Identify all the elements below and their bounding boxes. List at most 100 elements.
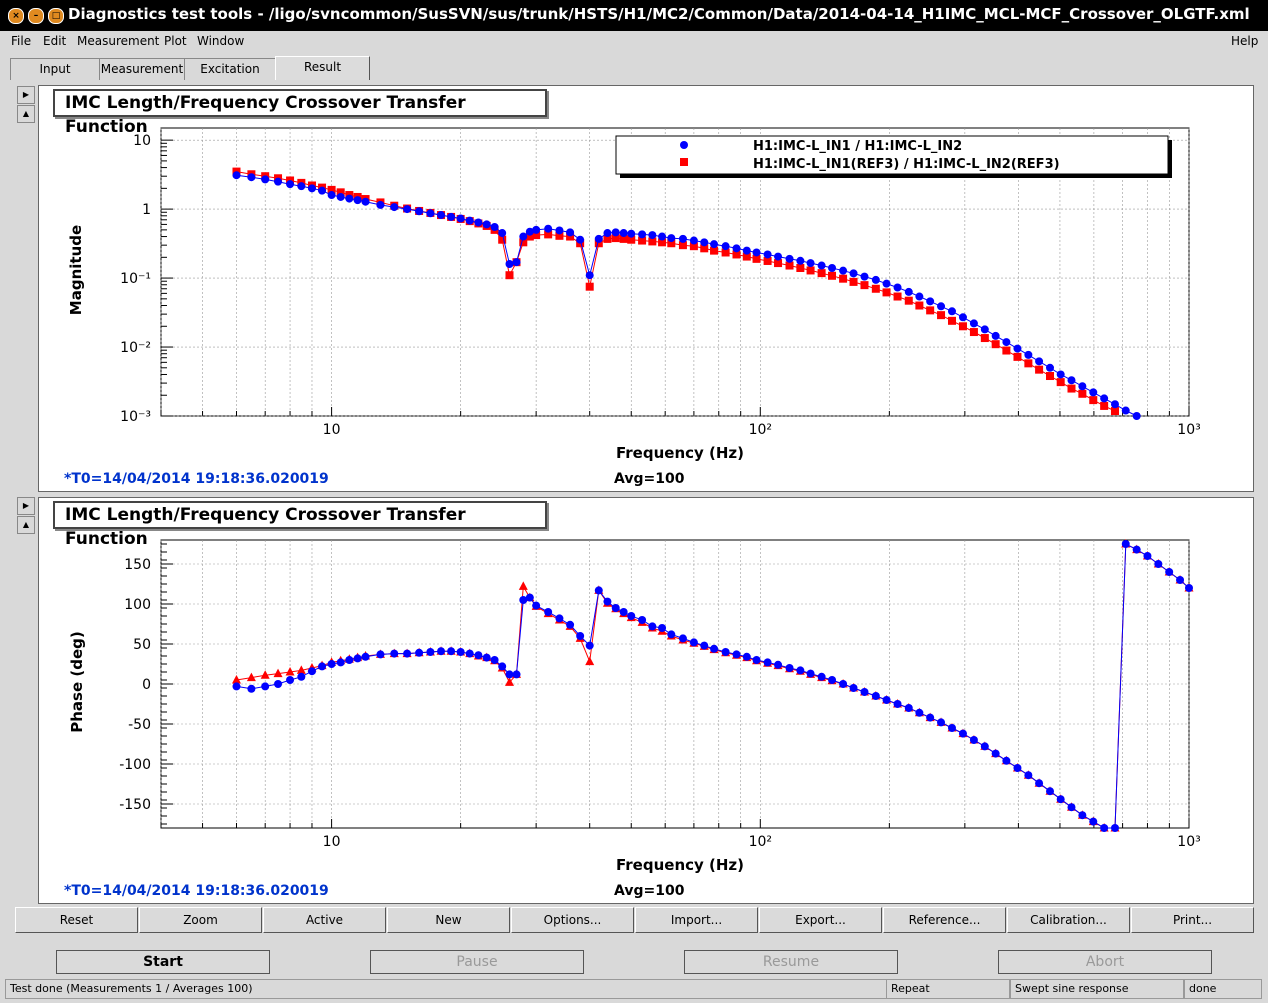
zoom-button[interactable]: Zoom	[139, 907, 262, 933]
data-point	[638, 616, 647, 624]
abort-button[interactable]: Abort	[998, 950, 1212, 974]
print-button[interactable]: Print...	[1131, 907, 1254, 933]
data-point	[839, 266, 848, 275]
data-point	[318, 186, 327, 195]
data-point	[490, 223, 499, 232]
reference-button[interactable]: Reference...	[883, 907, 1006, 933]
tab-input[interactable]: Input	[10, 58, 100, 80]
data-point	[594, 586, 603, 595]
data-point	[700, 244, 709, 253]
data-point	[465, 649, 474, 658]
data-point	[1002, 756, 1011, 765]
resume-button[interactable]: Resume	[684, 950, 898, 974]
menu-bar: File Edit Measurement Plot Window Help	[0, 31, 1268, 53]
phase-plot[interactable]: 10 10² 10³ 150 100 50 0 -50 -100 -150	[39, 498, 1253, 903]
data-point	[285, 667, 295, 676]
data-point	[871, 275, 880, 284]
data-point	[1056, 795, 1065, 804]
data-point	[1110, 824, 1119, 832]
data-point	[482, 220, 491, 229]
calibration-button[interactable]: Calibration...	[1007, 907, 1130, 933]
data-point	[327, 660, 336, 668]
close-icon[interactable]: ×	[8, 8, 24, 24]
data-point	[415, 207, 424, 216]
status-mode: Repeat	[886, 979, 1010, 999]
y-axis-label: Phase (deg)	[68, 631, 86, 733]
magnitude-plot[interactable]: 10 10² 10³ 10 1 10⁻¹ 10⁻² 10⁻³ H1:IMC-L_IN1 / H1…	[39, 86, 1253, 491]
data-point	[231, 675, 241, 684]
minimize-icon[interactable]: –	[28, 8, 44, 24]
collapse-up-icon[interactable]: ▲	[17, 516, 35, 534]
data-point	[403, 205, 412, 214]
status-main: Test done (Measurements 1 / Averages 100…	[5, 979, 887, 999]
import-button[interactable]: Import...	[635, 907, 758, 933]
collapse-up-icon[interactable]: ▲	[17, 105, 35, 123]
data-point	[937, 302, 946, 311]
y-tick-label: 10⁻³	[120, 409, 151, 425]
y-tick-label: 1	[142, 202, 151, 218]
data-point	[585, 641, 594, 650]
data-point	[619, 234, 628, 243]
menu-window[interactable]: Window	[197, 34, 245, 48]
data-point	[505, 670, 514, 679]
data-point	[336, 192, 345, 201]
y-tick-label: 100	[124, 597, 151, 613]
maximize-icon[interactable]: □	[48, 8, 64, 24]
y-tick-label: -50	[128, 717, 151, 733]
data-point	[806, 259, 815, 268]
y-tick-label: 10	[133, 133, 151, 149]
menu-file[interactable]: File	[11, 34, 32, 48]
tab-measurement[interactable]: Measurement	[99, 58, 185, 80]
data-point	[991, 340, 1000, 349]
data-point	[937, 311, 946, 320]
data-point	[327, 185, 336, 194]
data-point	[678, 234, 687, 243]
data-point	[261, 175, 270, 184]
data-point	[1089, 396, 1098, 405]
data-point	[742, 246, 751, 255]
data-point	[247, 684, 256, 693]
data-point	[555, 231, 564, 240]
data-point	[752, 254, 761, 263]
data-point	[882, 696, 891, 704]
expand-right-icon[interactable]: ▶	[17, 497, 35, 515]
data-point	[1024, 350, 1033, 359]
data-point	[742, 252, 751, 261]
tab-excitation[interactable]: Excitation	[184, 58, 276, 80]
data-point	[415, 648, 424, 657]
data-point	[1024, 771, 1033, 780]
data-point	[297, 182, 306, 191]
start-button[interactable]: Start	[56, 950, 270, 974]
expand-right-icon[interactable]: ▶	[17, 86, 35, 104]
reset-button[interactable]: Reset	[15, 907, 138, 933]
menu-help[interactable]: Help	[1231, 34, 1259, 48]
phase-panel: IMC Length/Frequency Crossover Transfer …	[38, 497, 1254, 904]
data-point	[353, 196, 362, 205]
data-point	[447, 647, 456, 656]
data-point	[247, 173, 256, 182]
tab-result[interactable]: Result	[275, 56, 370, 80]
data-point	[1046, 363, 1055, 372]
data-point	[576, 632, 585, 640]
menu-edit[interactable]: Edit	[43, 34, 67, 48]
data-point	[1089, 817, 1098, 826]
active-button[interactable]: Active	[263, 907, 386, 933]
export-button[interactable]: Export...	[759, 907, 882, 933]
data-point	[260, 670, 270, 679]
data-point	[353, 654, 362, 663]
data-point	[1078, 389, 1087, 398]
menu-plot[interactable]: Plot	[164, 34, 187, 48]
data-point	[828, 271, 837, 280]
data-point	[1089, 388, 1098, 397]
data-point	[273, 668, 283, 678]
x-axis-label: Frequency (Hz)	[616, 856, 745, 874]
options-button[interactable]: Options...	[511, 907, 634, 933]
menu-measurement[interactable]: Measurement	[77, 34, 160, 48]
pause-button[interactable]: Pause	[370, 950, 584, 974]
data-point	[1046, 372, 1055, 381]
averages-label: Avg=100	[614, 471, 685, 487]
y-tick-label: 10⁻²	[120, 340, 151, 356]
data-point	[710, 246, 719, 255]
new-button[interactable]: New	[387, 907, 510, 933]
data-point	[519, 232, 528, 241]
